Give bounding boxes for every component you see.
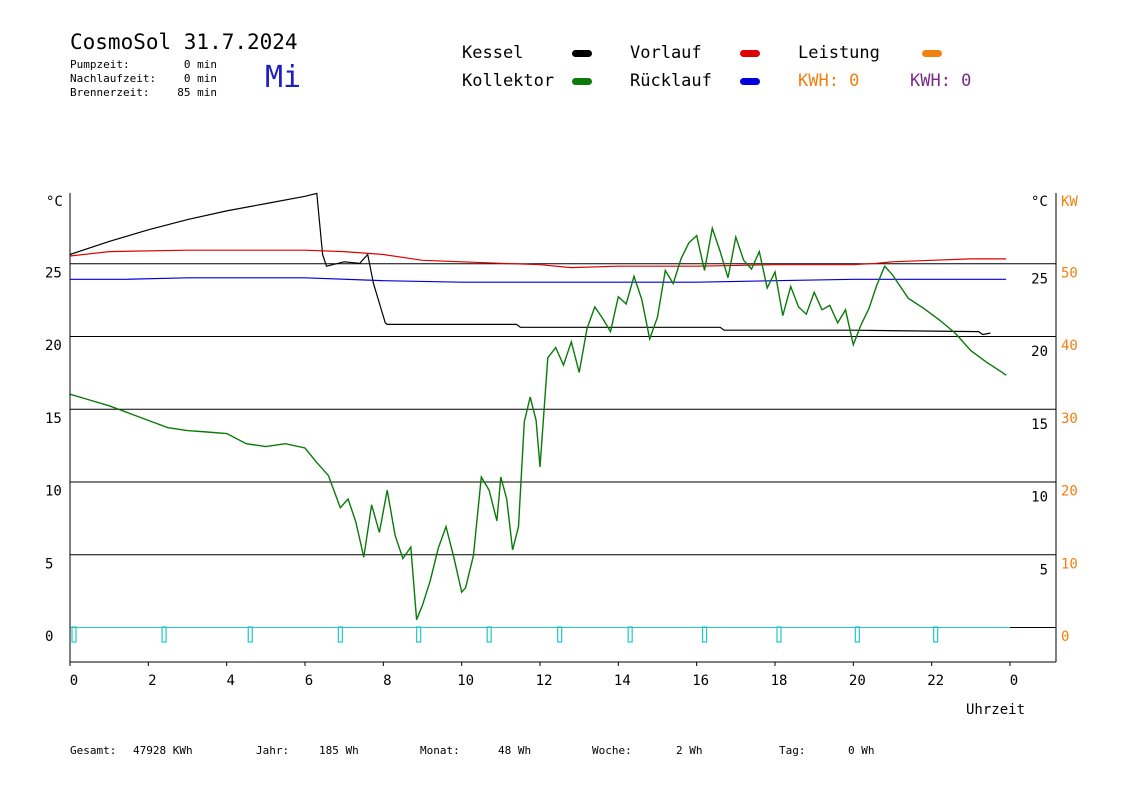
x-tick-label-6: 12 bbox=[536, 673, 553, 689]
x-tick-label-5: 10 bbox=[457, 673, 474, 689]
y-tick-left-0: 0 bbox=[45, 629, 53, 645]
pump-marker-5 bbox=[486, 626, 492, 643]
footer-gesamt-value: 47928 KWh bbox=[133, 744, 193, 757]
x-tick-label-9: 18 bbox=[771, 673, 788, 689]
stat-value-pumpzeit: 0 min bbox=[183, 58, 217, 71]
x-tick-label-2: 4 bbox=[226, 673, 234, 689]
legend-leistung-swatch bbox=[922, 50, 942, 57]
legend-kwh-purple: KWH: 0 bbox=[910, 71, 972, 91]
footer-jahr-value: 185 Wh bbox=[319, 744, 359, 757]
stat-label-nachlaufzeit: Nachlaufzeit: bbox=[70, 72, 157, 85]
pump-marker-7 bbox=[627, 626, 633, 643]
series-vorlauf-line bbox=[69, 249, 1007, 269]
page-title: CosmoSol 31.7.2024 bbox=[70, 30, 298, 54]
y-tick-left-20: 20 bbox=[45, 338, 62, 354]
pump-marker-3 bbox=[337, 626, 343, 643]
footer-monat-value: 48 Wh bbox=[498, 744, 532, 757]
series-ruecklauf-line bbox=[70, 277, 1007, 283]
x-tick-label-7: 14 bbox=[614, 673, 631, 689]
y-tick-right-power-10: 10 bbox=[1061, 556, 1078, 572]
y-tick-right-temp-5: 5 bbox=[1040, 562, 1048, 578]
x-tick-label-0: 0 bbox=[70, 673, 78, 689]
stat-value-nachlaufzeit: 0 min bbox=[183, 72, 217, 85]
y-axis-left-unit: °C bbox=[46, 194, 63, 210]
legend-vorlauf-swatch bbox=[740, 50, 760, 57]
stat-label-brennerzeit: Brennerzeit: bbox=[70, 86, 150, 99]
pump-marker-10 bbox=[854, 626, 860, 643]
footer-jahr-label: Jahr: bbox=[256, 744, 290, 757]
x-axis-title: Uhrzeit bbox=[966, 702, 1026, 718]
stat-label-pumpzeit: Pumpzeit: bbox=[70, 58, 130, 71]
y-tick-left-15: 15 bbox=[45, 411, 62, 427]
x-tick-label-12: 0 bbox=[1010, 673, 1018, 689]
y-tick-right-power-40: 40 bbox=[1061, 338, 1078, 354]
x-tick-label-1: 2 bbox=[148, 673, 156, 689]
y-tick-right-temp-25: 25 bbox=[1031, 271, 1048, 287]
x-tick-label-8: 16 bbox=[692, 673, 709, 689]
y-tick-right-temp-15: 15 bbox=[1031, 417, 1048, 433]
footer-tag-value: 0 Wh bbox=[848, 744, 875, 757]
pump-marker-11 bbox=[933, 626, 939, 643]
y-tick-right-temp-10: 10 bbox=[1031, 490, 1048, 506]
legend-kessel-swatch bbox=[572, 50, 592, 57]
legend-ruecklauf-label: Rücklauf bbox=[630, 71, 712, 91]
y-tick-left-10: 10 bbox=[45, 484, 62, 500]
legend-kwh-orange: KWH: 0 bbox=[798, 71, 860, 91]
y-tick-right-power-50: 50 bbox=[1061, 265, 1078, 281]
footer-tag-label: Tag: bbox=[779, 744, 806, 757]
footer-monat-label: Monat: bbox=[420, 744, 460, 757]
series-kollektor-line bbox=[69, 225, 1007, 620]
footer-woche-label: Woche: bbox=[592, 744, 632, 757]
y-tick-right-temp-20: 20 bbox=[1031, 344, 1048, 360]
y-axis-power-unit: KW bbox=[1061, 194, 1078, 210]
y-tick-left-5: 5 bbox=[45, 556, 53, 572]
y-tick-right-power-30: 30 bbox=[1061, 411, 1078, 427]
pump-marker-9 bbox=[776, 626, 782, 643]
y-tick-left-25: 25 bbox=[45, 265, 62, 281]
x-tick-label-4: 8 bbox=[383, 673, 391, 689]
pump-marker-4 bbox=[416, 626, 422, 643]
x-tick-label-3: 6 bbox=[305, 673, 313, 689]
stat-value-brennerzeit: 85 min bbox=[177, 86, 217, 99]
legend-leistung-label: Leistung bbox=[798, 43, 880, 63]
y-axis-right-unit: °C bbox=[1031, 194, 1048, 210]
legend-kessel-label: Kessel bbox=[462, 43, 524, 63]
pump-marker-0 bbox=[71, 626, 77, 643]
x-tick-label-11: 22 bbox=[927, 673, 944, 689]
legend-kollektor-label: Kollektor bbox=[462, 71, 555, 91]
series-kessel-line bbox=[69, 192, 991, 336]
pump-marker-1 bbox=[161, 626, 167, 643]
y-tick-right-power-0: 0 bbox=[1061, 629, 1069, 645]
pump-marker-2 bbox=[247, 626, 253, 643]
y-tick-right-power-20: 20 bbox=[1061, 484, 1078, 500]
legend-kollektor-swatch bbox=[572, 78, 592, 85]
footer-gesamt-label: Gesamt: bbox=[70, 744, 117, 757]
weekday-label: Mi bbox=[265, 60, 302, 95]
pump-marker-8 bbox=[701, 626, 708, 643]
pump-marker-6 bbox=[557, 626, 563, 643]
legend-vorlauf-label: Vorlauf bbox=[630, 43, 702, 63]
legend-ruecklauf-swatch bbox=[740, 78, 760, 85]
footer-woche-value: 2 Wh bbox=[676, 744, 703, 757]
x-tick-label-10: 20 bbox=[849, 673, 866, 689]
